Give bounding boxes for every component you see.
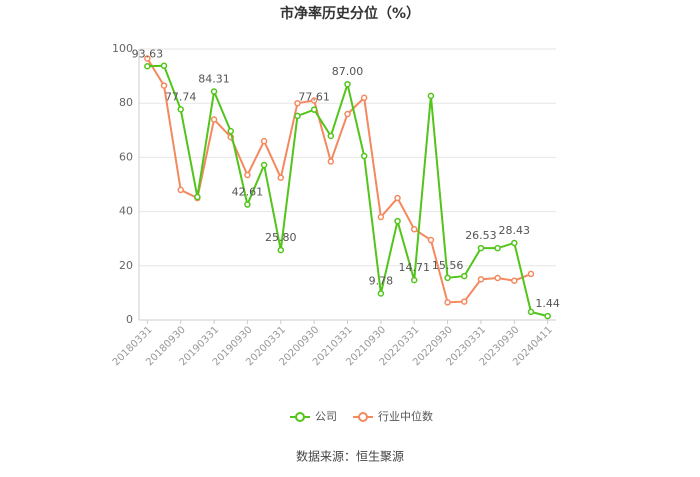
point <box>444 274 451 282</box>
point <box>461 298 468 305</box>
source: 数据来源：恒生聚源 <box>296 449 404 464</box>
data-label: 9.78 <box>369 274 394 287</box>
data-label: 1.44 <box>535 297 560 310</box>
point <box>344 110 351 118</box>
point <box>527 270 535 278</box>
y-tick-label: 20 <box>119 259 133 272</box>
point <box>227 127 234 135</box>
data-label: 77.61 <box>298 91 330 104</box>
series-line <box>146 57 532 304</box>
point <box>210 88 218 95</box>
point <box>277 246 285 254</box>
legend-label: 公司 <box>315 410 337 423</box>
data-label: 14.71 <box>398 261 430 274</box>
point <box>444 299 451 306</box>
point <box>310 106 318 113</box>
point <box>160 82 168 89</box>
point <box>144 55 151 62</box>
y-tick-label: 80 <box>119 96 133 109</box>
point <box>327 158 335 165</box>
data-label: 25.80 <box>265 231 297 244</box>
data-label: 26.53 <box>465 229 497 242</box>
point <box>194 193 201 201</box>
point <box>544 312 551 320</box>
point <box>494 244 501 252</box>
point <box>410 225 418 233</box>
data-label: 84.31 <box>198 73 230 86</box>
point <box>394 217 401 225</box>
point <box>177 186 184 194</box>
chart-title: 市净率历史分位（%） <box>280 5 420 22</box>
point <box>177 106 184 113</box>
point <box>427 236 435 244</box>
point <box>210 116 218 123</box>
point <box>527 308 535 316</box>
point <box>427 92 435 100</box>
point <box>377 213 385 221</box>
data-label: 93.63 <box>132 47 164 60</box>
point <box>494 274 501 282</box>
data-label: 42.61 <box>232 186 264 199</box>
legend-marker <box>295 412 305 422</box>
y-tick-label: 60 <box>119 150 133 163</box>
data-label: 87.00 <box>332 65 364 78</box>
y-tick-label: 0 <box>126 313 133 326</box>
point <box>310 97 318 104</box>
point <box>410 276 418 284</box>
point <box>511 239 518 247</box>
point <box>160 62 168 70</box>
point <box>394 194 401 202</box>
y-tick-label: 40 <box>119 205 133 218</box>
point <box>360 94 368 102</box>
point <box>294 112 301 120</box>
data-label: 77.74 <box>165 90 197 103</box>
point <box>144 63 151 70</box>
point <box>294 99 301 107</box>
point <box>360 152 368 160</box>
point <box>327 132 335 140</box>
data-label: 15.56 <box>432 259 464 272</box>
legend-label: 行业中位数 <box>378 409 433 423</box>
y-tick-label: 100 <box>112 42 133 55</box>
point <box>277 174 285 181</box>
data-label: 28.43 <box>499 224 531 237</box>
point <box>461 272 468 280</box>
point <box>477 244 485 252</box>
point <box>477 276 485 283</box>
point <box>260 161 268 169</box>
point <box>260 137 268 145</box>
legend-marker <box>358 412 368 422</box>
point <box>511 277 518 284</box>
point <box>377 290 385 297</box>
point <box>344 80 351 88</box>
point <box>244 201 251 208</box>
point <box>244 171 251 179</box>
